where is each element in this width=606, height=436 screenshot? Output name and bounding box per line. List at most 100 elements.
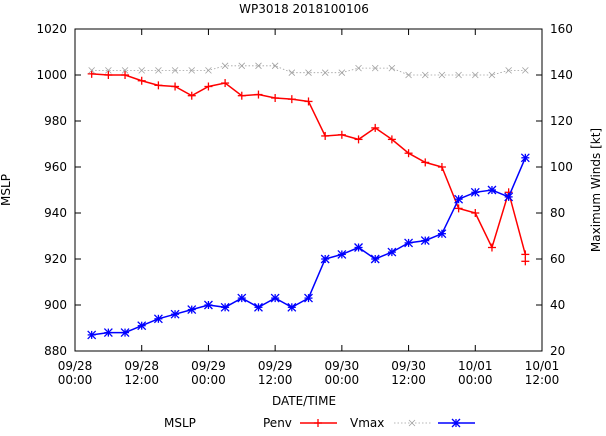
x-tick-label-date: 10/01 <box>525 359 560 373</box>
data-point-vmax-3 <box>504 192 514 202</box>
data-point-penv-0 <box>204 82 213 91</box>
x-tick-label-time: 12:00 <box>525 373 560 387</box>
series-line-vmax-2 <box>91 65 526 76</box>
x-tick-label-date: 09/29 <box>191 359 226 373</box>
y2-tick-label: 20 <box>550 344 565 358</box>
data-point-penv-0 <box>254 90 263 99</box>
data-point-vmax-3 <box>337 249 347 259</box>
data-point-vmax-2 <box>155 67 162 74</box>
data-point-vmax-3 <box>120 328 130 338</box>
data-point-penv-0 <box>371 123 380 132</box>
data-point-vmax-2 <box>522 67 529 74</box>
series-vmax-3 <box>87 153 530 340</box>
data-point-vmax-2 <box>305 69 312 76</box>
x-tick-label-date: 09/28 <box>124 359 159 373</box>
data-point-vmax-3 <box>153 314 163 324</box>
data-point-vmax-3 <box>254 302 263 312</box>
data-point-penv-0 <box>387 135 396 144</box>
data-point-vmax-3 <box>437 229 447 239</box>
data-point-vmax-3 <box>470 187 480 197</box>
x-tick-label-time: 12:00 <box>258 373 293 387</box>
data-point-vmax-2 <box>388 64 396 72</box>
y-tick-label: 900 <box>44 298 67 312</box>
series-line-vmax-3 <box>91 157 527 336</box>
data-point-penv-0 <box>187 91 196 100</box>
y2-tick-label: 80 <box>550 206 565 220</box>
data-point-vmax-3 <box>387 247 397 257</box>
plot-area: 880 900 920 940 960 980 1000 1020 20 40 60 80 100 12… <box>36 22 572 387</box>
data-point-penv-0 <box>237 91 246 100</box>
data-point-vmax-2 <box>355 64 362 72</box>
data-point-vmax-2 <box>105 67 112 74</box>
data-point-vmax-2 <box>238 62 246 70</box>
data-point-penv-1 <box>521 257 530 266</box>
series-penv-0 <box>87 69 530 259</box>
y-tick-label: 960 <box>44 160 67 174</box>
data-point-vmax-3 <box>137 321 147 331</box>
data-point-penv-0 <box>471 209 480 217</box>
x-axis-label: DATE/TIME <box>272 394 336 408</box>
data-point-penv-0 <box>337 130 346 139</box>
data-point-vmax-3 <box>487 185 497 195</box>
data-point-vmax-3 <box>420 236 430 246</box>
data-point-penv-0 <box>487 243 496 252</box>
data-point-vmax-3 <box>87 330 97 340</box>
data-point-vmax-2 <box>221 62 229 70</box>
x-tick-label-date: 10/01 <box>458 359 493 373</box>
data-point-vmax-3 <box>170 309 180 319</box>
y-tick-label: 920 <box>44 252 67 266</box>
data-point-penv-0 <box>304 97 313 106</box>
legend: MSLP Penv Vmax <box>164 416 475 430</box>
data-point-vmax-3 <box>320 254 330 264</box>
y-tick-label: 980 <box>44 114 67 128</box>
data-point-penv-0 <box>421 158 430 167</box>
data-point-vmax-2 <box>138 67 145 74</box>
y2-tick-label: 100 <box>550 160 573 174</box>
y-tick-label: 1000 <box>36 68 67 82</box>
data-point-penv-0 <box>104 71 113 79</box>
y2-tick-label: 120 <box>550 114 573 128</box>
data-point-penv-0 <box>437 163 446 171</box>
data-point-vmax-2 <box>472 71 479 79</box>
data-point-penv-0 <box>521 250 530 259</box>
data-point-penv-0 <box>404 149 413 158</box>
x-tick-label-date: 09/28 <box>58 359 93 373</box>
data-point-vmax-2 <box>371 64 379 72</box>
data-point-vmax-2 <box>338 69 346 76</box>
series-vmax-2 <box>88 62 529 79</box>
data-point-vmax-2 <box>255 62 262 70</box>
data-point-vmax-3 <box>354 243 363 252</box>
data-point-vmax-2 <box>288 69 296 76</box>
x-tick-label-time: 12:00 <box>391 373 426 387</box>
chart-title: WP3018 2018100106 <box>239 2 369 16</box>
legend-swatch-penv <box>300 419 337 427</box>
data-point-penv-0 <box>271 94 280 102</box>
data-point-penv-0 <box>354 135 363 144</box>
x-tick-label-time: 12:00 <box>124 373 159 387</box>
data-point-penv-0 <box>121 71 130 79</box>
data-point-vmax-2 <box>271 62 279 70</box>
data-point-vmax-3 <box>187 305 197 315</box>
legend-title: MSLP <box>164 416 196 430</box>
data-point-penv-0 <box>321 131 330 140</box>
y2-tick-label: 160 <box>550 22 573 36</box>
plot-frame <box>74 28 543 352</box>
data-point-penv-0 <box>171 82 180 91</box>
data-point-vmax-2 <box>455 71 462 79</box>
data-point-vmax-2 <box>121 67 129 74</box>
data-point-vmax-3 <box>454 194 464 204</box>
x-tick-label-time: 00:00 <box>58 373 93 387</box>
data-point-vmax-2 <box>505 67 512 74</box>
data-point-vmax-3 <box>203 300 213 310</box>
legend-swatch-vmax <box>394 418 475 428</box>
data-point-vmax-2 <box>88 67 95 74</box>
left-axis-ticks: 880 900 920 940 960 980 1000 1020 <box>36 22 81 358</box>
data-point-penv-0 <box>287 95 296 104</box>
series-layer <box>87 62 530 340</box>
legend-label-penv: Penv <box>263 416 292 430</box>
data-point-vmax-2 <box>188 67 196 74</box>
y-axis-label: MSLP <box>0 174 13 206</box>
data-point-penv-0 <box>137 76 146 85</box>
y2-tick-label: 40 <box>550 298 565 312</box>
